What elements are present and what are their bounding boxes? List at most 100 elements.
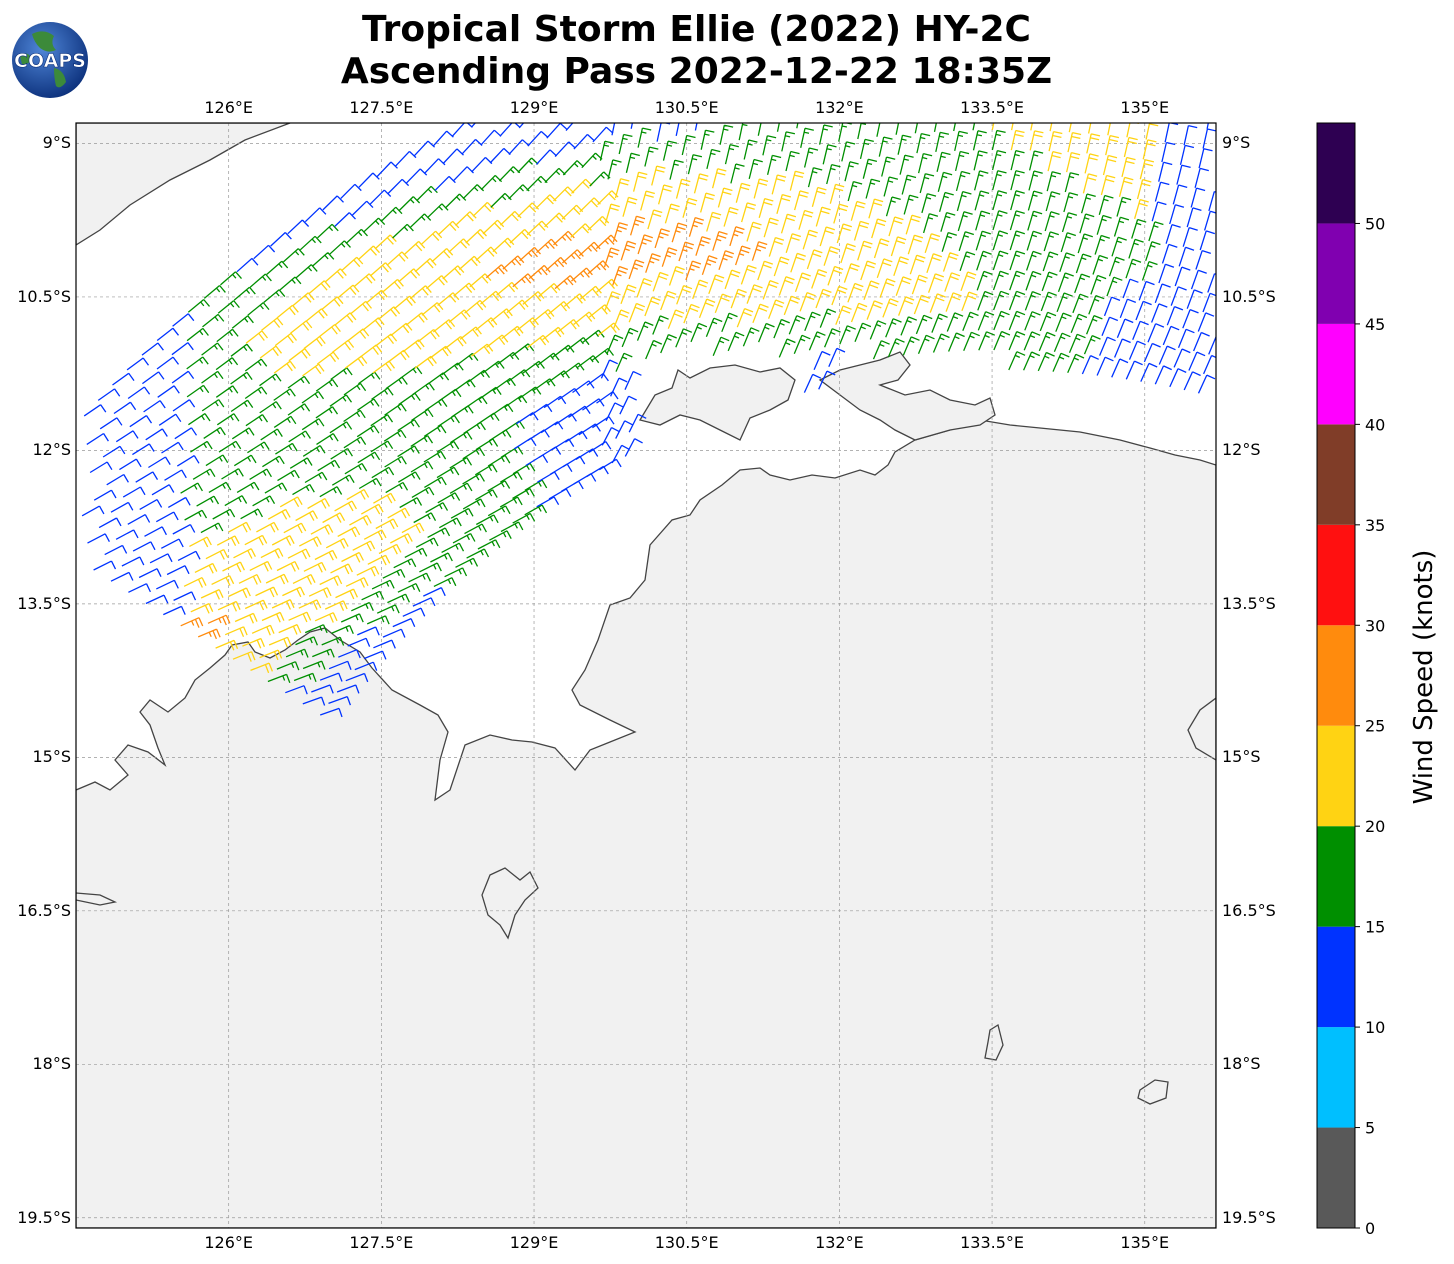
- wind-barb: [778, 276, 795, 296]
- wind-barb: [139, 499, 163, 510]
- wind-barb: [586, 373, 609, 386]
- wind-barb: [260, 547, 284, 559]
- wind-barb: [605, 402, 624, 422]
- wind-barb: [287, 548, 311, 560]
- wind-barb: [893, 256, 909, 277]
- wind-barb: [1172, 184, 1188, 205]
- wind-barb: [317, 223, 339, 239]
- wind-barb: [1009, 270, 1026, 291]
- wind-barb: [512, 487, 535, 500]
- wind-barb: [1161, 243, 1178, 264]
- wind-barb: [606, 334, 624, 354]
- wind-barb: [752, 303, 769, 324]
- wind-barb: [384, 455, 407, 468]
- wind-barb: [612, 309, 630, 329]
- wind-barb: [1186, 289, 1203, 309]
- wind-barb: [841, 141, 856, 162]
- wind-barb: [957, 211, 973, 232]
- wind-barb: [562, 362, 585, 376]
- wind-barb: [883, 176, 899, 197]
- wind-barb: [676, 284, 693, 305]
- island-7: [76, 892, 118, 906]
- wind-barb: [517, 202, 540, 218]
- wind-barb: [693, 173, 709, 194]
- lat-tick-right: 13.5°S: [1222, 593, 1276, 613]
- wind-barb: [499, 210, 522, 226]
- wind-barb: [190, 603, 214, 614]
- wind-barb: [644, 146, 659, 167]
- wind-barb: [719, 124, 734, 145]
- wind-barb: [110, 571, 134, 582]
- wind-barb: [221, 468, 244, 480]
- wind-barb: [357, 626, 380, 636]
- wind-barb: [462, 447, 486, 460]
- wind-barb: [1028, 150, 1044, 171]
- lat-tick-right: 9°S: [1222, 133, 1251, 153]
- wind-barb: [721, 312, 738, 333]
- wind-barb: [260, 428, 283, 441]
- wind-barb: [148, 456, 171, 469]
- wind-barb: [371, 387, 394, 400]
- wind-barb: [1047, 150, 1062, 172]
- wind-barb: [1009, 250, 1026, 271]
- wind-barb: [730, 163, 745, 184]
- lat-tick-left: 15°S: [32, 747, 71, 767]
- wind-barb: [247, 441, 270, 454]
- wind-barb: [740, 202, 756, 223]
- wind-barb: [753, 178, 769, 199]
- wind-barb: [486, 334, 509, 348]
- wind-barb: [115, 430, 139, 443]
- wind-barb: [871, 218, 887, 239]
- wind-barb: [354, 661, 378, 671]
- wind-barb: [316, 351, 340, 365]
- wind-barb: [437, 292, 460, 306]
- wind-barb: [451, 405, 474, 418]
- wind-barb: [1162, 325, 1180, 346]
- wind-barb: [776, 193, 792, 214]
- wind-barb: [1176, 164, 1191, 185]
- wind-barb: [271, 599, 295, 610]
- colorbar-tick-label: 0: [1365, 1219, 1375, 1238]
- wind-barb: [499, 471, 523, 483]
- wind-barb: [724, 143, 739, 165]
- wind-barb: [860, 260, 877, 281]
- wind-barb: [249, 468, 272, 480]
- wind-barb: [215, 357, 239, 371]
- wind-barb: [551, 438, 575, 451]
- island-2: [818, 351, 996, 441]
- wind-barb: [815, 288, 832, 309]
- wind-barb: [289, 457, 313, 469]
- wind-barb: [363, 217, 386, 233]
- wind-barb: [245, 414, 269, 427]
- wind-barb: [347, 328, 370, 342]
- wind-barb: [188, 413, 211, 426]
- wind-barb: [358, 172, 380, 188]
- wind-barb: [935, 131, 950, 153]
- wind-barb: [897, 296, 915, 316]
- wind-barb: [1060, 232, 1076, 253]
- wind-barb: [360, 503, 384, 515]
- wind-barb: [276, 661, 300, 671]
- wind-barb: [424, 158, 446, 174]
- wind-barb: [902, 336, 920, 356]
- wind-barb: [522, 360, 545, 374]
- wind-barb: [1010, 190, 1025, 211]
- wind-barb: [778, 338, 796, 358]
- wind-barb: [302, 696, 326, 706]
- wind-barb: [881, 156, 896, 177]
- wind-barb: [1125, 258, 1142, 279]
- wind-barb: [959, 251, 976, 272]
- wind-barb: [263, 289, 286, 303]
- wind-barb: [992, 190, 1008, 211]
- wind-barb: [325, 538, 349, 549]
- wind-barb: [927, 273, 945, 293]
- wind-barb: [682, 197, 698, 218]
- wind-barb: [1023, 351, 1041, 371]
- wind-barb: [843, 263, 860, 283]
- lat-tick-right: 19.5°S: [1222, 1207, 1276, 1227]
- wind-barb: [197, 628, 221, 640]
- wind-barb: [640, 190, 655, 211]
- wind-barb: [304, 624, 328, 634]
- wind-barb: [781, 131, 796, 152]
- wind-barb: [132, 443, 155, 456]
